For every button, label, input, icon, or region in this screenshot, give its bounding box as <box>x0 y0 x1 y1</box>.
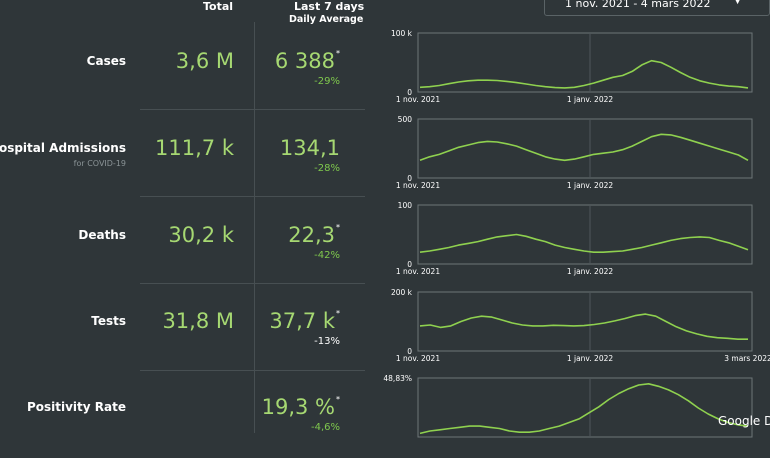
row-divider <box>140 109 365 110</box>
metric-total: 3,6 M <box>175 49 234 73</box>
plot-frame <box>417 118 753 179</box>
row-divider <box>140 196 365 197</box>
metric-label: Hospital Admissions <box>0 141 126 155</box>
x-tick-label: 1 janv. 2022 <box>567 267 614 276</box>
metric-daily-average-value: 134,1 <box>279 136 340 160</box>
x-tick-label: 1 janv. 2022 <box>567 354 614 363</box>
metric-total: 111,7 k <box>155 136 234 160</box>
metric-label: Deaths <box>78 228 126 242</box>
plot-frame <box>417 377 753 438</box>
asterisk-note: * <box>336 223 340 232</box>
y-tick-label-bottom: 0 <box>407 174 412 183</box>
chevron-down-icon: ▼ <box>734 0 741 6</box>
series-line <box>419 233 749 253</box>
metric-daily-average: 19,3 %* <box>262 395 340 419</box>
metric-change: -13% <box>314 336 340 347</box>
column-divider <box>254 22 255 433</box>
metric-change: -28% <box>314 163 340 174</box>
trend-chart-svg: 100 01 nov. 2021 1 janv. 2022 <box>396 201 753 276</box>
metric-daily-average: 37,7 k* <box>269 309 340 333</box>
y-tick-label-top: 48,83% <box>383 374 412 383</box>
y-tick-label-top: 100 k <box>391 29 413 38</box>
y-tick-label-bottom: 0 <box>407 88 412 97</box>
metric-change: -42% <box>314 250 340 261</box>
metric-daily-average: 6 388* <box>275 49 340 73</box>
trend-chart-svg: 200 k 01 nov. 2021 1 janv. 2022 3 mars 2022 <box>391 288 770 363</box>
metric-change: -29% <box>314 76 340 87</box>
trend-chart-svg: 100 k 01 nov. 2021 1 janv. 2022 <box>391 29 753 104</box>
metric-total: 30,2 k <box>168 223 234 247</box>
metric-daily-average-value: 22,3 <box>288 223 335 247</box>
y-tick-label-top: 100 <box>398 201 413 210</box>
metric-daily-average-value: 37,7 k <box>269 309 335 333</box>
metric-daily-average: 134,1 <box>280 136 340 160</box>
plot-frame <box>417 291 753 352</box>
trend-chart: 500 0 1 nov. 2021 1 janv. 2022 <box>380 115 770 199</box>
row-divider <box>140 370 365 371</box>
x-tick-label: 1 janv. 2022 <box>567 181 614 190</box>
plot-frame <box>417 32 753 93</box>
metric-daily-average-value: 19,3 % <box>261 395 335 419</box>
metric-daily-average-value: 6 388 <box>274 49 335 73</box>
metric-sublabel: for COVID-19 <box>73 159 126 168</box>
series-line <box>419 133 749 162</box>
y-tick-label-top: 500 <box>398 115 413 124</box>
date-range-value: 1 nov. 2021 - 4 mars 2022 <box>565 0 711 10</box>
y-tick-label-bottom: 0 <box>407 260 412 269</box>
asterisk-note: * <box>336 49 340 58</box>
metric-label: Tests <box>91 314 126 328</box>
x-tick-label: 1 nov. 2021 <box>396 354 440 363</box>
trend-chart: 100 0 1 nov. 2021 1 janv. 2022 <box>380 201 770 285</box>
x-tick-label: 1 janv. 2022 <box>567 95 614 104</box>
row-divider <box>140 283 365 284</box>
y-tick-label-top: 200 k <box>391 288 413 297</box>
total-column-header: Total <box>203 0 234 13</box>
date-range-picker[interactable]: 1 nov. 2021 - 4 mars 2022 ▼ <box>544 0 770 16</box>
last-7-days-header: Last 7 days <box>294 0 365 13</box>
daily-average-header: Daily Average <box>289 14 364 25</box>
metric-label: Cases <box>86 54 126 68</box>
series-line <box>419 59 749 89</box>
series-line <box>419 383 749 435</box>
y-tick-label-bottom: 0 <box>407 347 412 356</box>
asterisk-note: * <box>336 395 340 404</box>
trend-chart-svg: 500 01 nov. 2021 1 janv. 2022 <box>396 115 753 190</box>
x-tick-label: 1 nov. 2021 <box>396 181 440 190</box>
x-tick-label: 3 mars 2022 <box>724 354 770 363</box>
series-line <box>419 313 748 340</box>
metric-change: -4,6% <box>310 422 340 433</box>
plot-frame <box>417 204 753 265</box>
x-tick-label: 1 nov. 2021 <box>396 267 440 276</box>
x-tick-label: 1 nov. 2021 <box>396 95 440 104</box>
asterisk-note: * <box>336 309 340 318</box>
metric-total: 31,8 M <box>162 309 234 333</box>
google-attribution: Google D <box>718 414 770 428</box>
trend-chart: 48,83% <box>380 374 770 458</box>
trend-chart-svg: 48,83% <box>383 374 753 438</box>
metric-label: Positivity Rate <box>26 400 126 414</box>
metric-daily-average: 22,3* <box>288 223 340 247</box>
